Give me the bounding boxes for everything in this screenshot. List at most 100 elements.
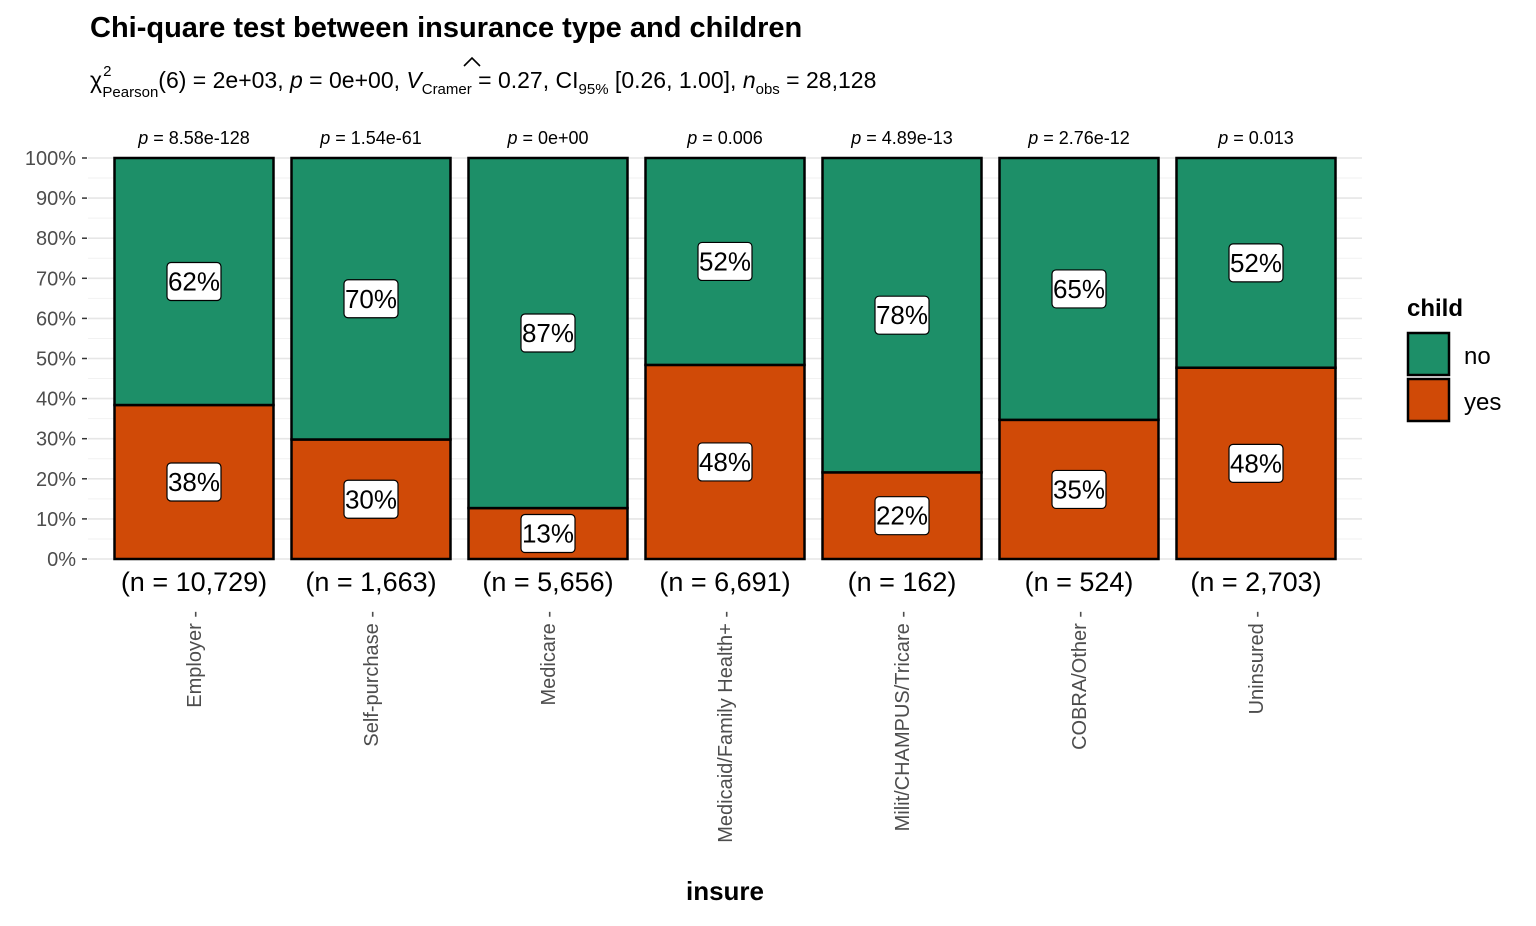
p-value-symbol: p [1027, 128, 1038, 148]
x-count-label: (n = 5,656) [482, 567, 613, 597]
data-label-box [1051, 269, 1107, 309]
subtitle-n: n [743, 67, 756, 93]
data-label-box [697, 442, 753, 482]
p-value-text: = 0.013 [1228, 128, 1294, 148]
y-tick-label: 0% [47, 549, 76, 571]
data-label: 30% [345, 484, 397, 514]
bar-no [821, 156, 983, 474]
legend-swatch-yes [1406, 377, 1451, 423]
subtitle-part5: = 28,128 [780, 67, 877, 93]
y-tick-label: 70% [36, 268, 76, 290]
p-value-text: = 2.76e-12 [1038, 128, 1130, 148]
p-value-symbol: p [850, 128, 861, 148]
y-tick-label: 90% [36, 188, 76, 210]
p-value-label: p = 0.006 [686, 128, 763, 148]
subtitle-part2: = 0e+00, [303, 67, 407, 93]
legend-title: child [1407, 295, 1463, 322]
data-label-box [520, 313, 576, 353]
p-value-label: p = 2.76e-12 [1027, 128, 1130, 148]
data-label: 52% [699, 246, 751, 276]
legend-label-no: no [1464, 343, 1491, 370]
x-tick-label: Medicare - [538, 611, 560, 705]
chart-subtitle: χ2 Pearson(6) = 2e+03, p = 0e+00, VCramer… [90, 63, 876, 101]
x-count-label: (n = 524) [1025, 567, 1134, 597]
data-label-box [343, 279, 399, 319]
data-label-box [874, 496, 930, 536]
p-value-label: p = 0e+00 [506, 128, 588, 148]
x-tick-label: Uninsured - [1246, 611, 1268, 714]
y-tick-label: 80% [36, 228, 76, 250]
data-label: 70% [345, 284, 397, 314]
chart-title: Chi-quare test between insurance type an… [90, 12, 802, 44]
legend-label-yes: yes [1464, 389, 1501, 416]
subtitle-v: V [406, 67, 424, 93]
data-label-box [520, 513, 576, 554]
data-label: 22% [876, 501, 928, 531]
p-value-text: = 8.58e-128 [148, 128, 250, 148]
subtitle-p: p [289, 67, 303, 93]
data-label-box [1051, 469, 1107, 510]
p-value-label: p = 8.58e-128 [137, 128, 250, 148]
p-value-symbol: p [506, 128, 517, 148]
p-value-text: = 1.54e-61 [330, 128, 422, 148]
p-value-symbol: p [319, 128, 330, 148]
labels-layer: 38% 62% p = 8.58e-128 30% 70% p = 1.54e-61 13%… [137, 128, 1294, 554]
data-label: 38% [168, 467, 220, 497]
subtitle-part1: (6) = 2e+03, [158, 67, 290, 93]
data-label: 87% [522, 318, 574, 348]
data-label: 35% [1053, 474, 1105, 504]
v-hat-icon [463, 56, 481, 67]
p-value-label: p = 0.013 [1217, 128, 1294, 148]
subtitle-ci-sub: 95% [579, 81, 609, 98]
p-value-text: = 0.006 [697, 128, 763, 148]
x-axis: (n = 10,729) Employer - (n = 1,663) Self-pu… [121, 567, 1322, 843]
x-tick-label: COBRA/Other - [1069, 611, 1091, 750]
data-label-box [697, 241, 753, 282]
legend-swatch-no [1406, 331, 1451, 377]
subtitle-part4: [0.26, 1.00], [609, 67, 743, 93]
p-value-symbol: p [686, 128, 697, 148]
subtitle-chi: χ [90, 67, 102, 93]
p-value-label: p = 1.54e-61 [319, 128, 422, 148]
p-value-text: = 0e+00 [517, 128, 588, 148]
data-label: 65% [1053, 274, 1105, 304]
x-count-label: (n = 2,703) [1190, 567, 1321, 597]
data-label: 48% [699, 447, 751, 477]
data-label: 48% [1230, 448, 1282, 478]
x-tick-label: Medicaid/Family Health+ - [715, 611, 737, 843]
x-axis-title: insure [686, 876, 764, 906]
y-tick-label: 40% [36, 389, 76, 411]
data-label-box [166, 462, 222, 502]
p-value-label: p = 4.89e-13 [850, 128, 953, 148]
x-count-label: (n = 6,691) [659, 567, 790, 597]
y-tick-label: 10% [36, 509, 76, 531]
subtitle-part3: = 0.27, CI [472, 67, 579, 93]
x-tick-label: Milit/CHAMPUS/Tricare - [892, 611, 914, 831]
y-tick-label: 20% [36, 469, 76, 491]
x-count-label: (n = 10,729) [121, 567, 267, 597]
data-label-box [166, 261, 222, 302]
x-count-label: (n = 1,663) [305, 567, 436, 597]
p-value-symbol: p [137, 128, 148, 148]
x-tick-label: Self-purchase - [361, 611, 383, 747]
p-value-symbol: p [1217, 128, 1228, 148]
data-label: 13% [522, 519, 574, 549]
data-label-box [1228, 443, 1284, 483]
subtitle-v-sub: Cramer [422, 81, 472, 98]
p-value-text: = 4.89e-13 [861, 128, 953, 148]
y-tick-label: 100% [25, 148, 76, 170]
subtitle-chi-sup: 2 [103, 63, 111, 80]
data-label-box [343, 479, 399, 519]
y-tick-label: 50% [36, 349, 76, 371]
x-tick-label: Employer - [184, 611, 206, 708]
subtitle-chi-sub: Pearson [102, 84, 158, 101]
y-tick-label: 60% [36, 308, 76, 330]
y-tick-label: 30% [36, 429, 76, 451]
data-label: 52% [1230, 248, 1282, 278]
subtitle-n-sub: obs [756, 81, 780, 98]
bars-layer [113, 156, 1337, 561]
y-axis: 0% 10% 20% 30% 40% 50% 60% 70% 80% 90% 100% [25, 148, 87, 571]
legend: child no yes [1406, 295, 1501, 423]
